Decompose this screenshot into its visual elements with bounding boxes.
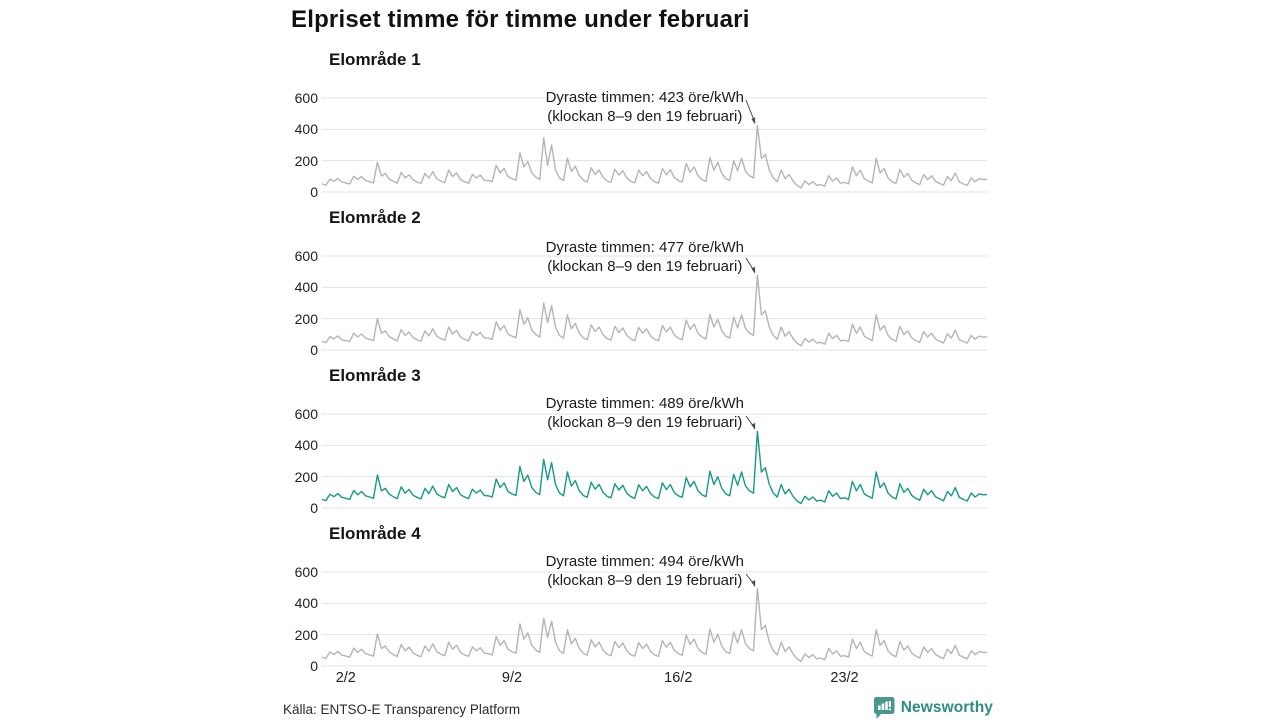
price-line — [321, 274, 987, 347]
y-axis-label: 600 — [294, 564, 318, 580]
peak-annotation: Dyraste timmen: 494 öre/kWh (klockan 8–9… — [546, 553, 744, 590]
page-title: Elpriset timme för timme under februari — [291, 6, 750, 33]
y-axis-label: 200 — [294, 153, 318, 169]
peak-annotation: Dyraste timmen: 477 öre/kWh (klockan 8–9… — [546, 239, 744, 276]
newsworthy-speech-bubble-bar-chart-icon — [873, 697, 895, 719]
price-line — [321, 125, 987, 189]
y-axis-label: 0 — [310, 658, 318, 674]
subplot-title-elomrade-2: Elområde 2 — [329, 208, 421, 227]
y-axis-label: 600 — [294, 248, 318, 264]
peak-annotation-line1: Dyraste timmen: 494 öre/kWh — [545, 553, 744, 570]
peak-annotation: Dyraste timmen: 489 öre/kWh (klockan 8–9… — [546, 395, 744, 432]
y-axis-label: 400 — [294, 121, 318, 137]
price-line-chart-elomrade-1 — [321, 97, 987, 193]
annotation-arrow-head — [751, 422, 756, 430]
peak-annotation-line2: (klockan 8–9 den 19 februari) — [547, 257, 743, 275]
price-line — [321, 587, 987, 663]
annotation-arrow-head — [751, 266, 756, 274]
y-axis-label: 600 — [294, 406, 318, 422]
y-axis-label: 400 — [294, 279, 318, 295]
annotation-arrow-head — [751, 580, 756, 588]
price-line — [321, 430, 987, 505]
subplot-title-elomrade-4: Elområde 4 — [329, 524, 421, 543]
peak-annotation-line1: Dyraste timmen: 477 öre/kWh — [545, 239, 744, 256]
y-axis-label: 0 — [310, 500, 318, 516]
peak-annotation-line2: (klockan 8–9 den 19 februari) — [547, 571, 743, 589]
price-line-chart-elomrade-2 — [321, 255, 987, 351]
annotation-arrow-head — [751, 117, 756, 125]
x-axis-label: 16/2 — [664, 670, 693, 686]
y-axis-label: 400 — [294, 437, 318, 453]
brand-name: Newsworthy — [900, 699, 993, 716]
peak-annotation-line1: Dyraste timmen: 489 öre/kWh — [545, 395, 744, 412]
peak-annotation: Dyraste timmen: 423 öre/kWh (klockan 8–9… — [546, 89, 744, 126]
peak-annotation-line2: (klockan 8–9 den 19 februari) — [547, 107, 743, 125]
y-axis-label: 200 — [294, 469, 318, 485]
y-axis-label: 200 — [294, 311, 318, 327]
y-axis-label: 400 — [294, 595, 318, 611]
source-attribution: Källa: ENTSO-E Transparency Platform — [283, 702, 521, 717]
y-axis-label: 200 — [294, 627, 318, 643]
y-axis-label: 0 — [310, 342, 318, 358]
brand-logo: Newsworthy — [873, 696, 993, 720]
x-axis-label: 9/2 — [501, 670, 523, 686]
x-axis-label: 23/2 — [830, 670, 859, 686]
peak-annotation-line1: Dyraste timmen: 423 öre/kWh — [545, 89, 744, 106]
price-line-chart-elomrade-3 — [321, 413, 987, 509]
peak-annotation-line2: (klockan 8–9 den 19 februari) — [547, 413, 743, 431]
y-axis-label: 600 — [294, 90, 318, 106]
subplot-title-elomrade-3: Elområde 3 — [329, 366, 421, 385]
subplot-title-elomrade-1: Elområde 1 — [329, 50, 421, 69]
price-line-chart-elomrade-4 — [321, 571, 987, 667]
x-axis-label: 2/2 — [335, 670, 356, 686]
y-axis-label: 0 — [310, 184, 318, 200]
